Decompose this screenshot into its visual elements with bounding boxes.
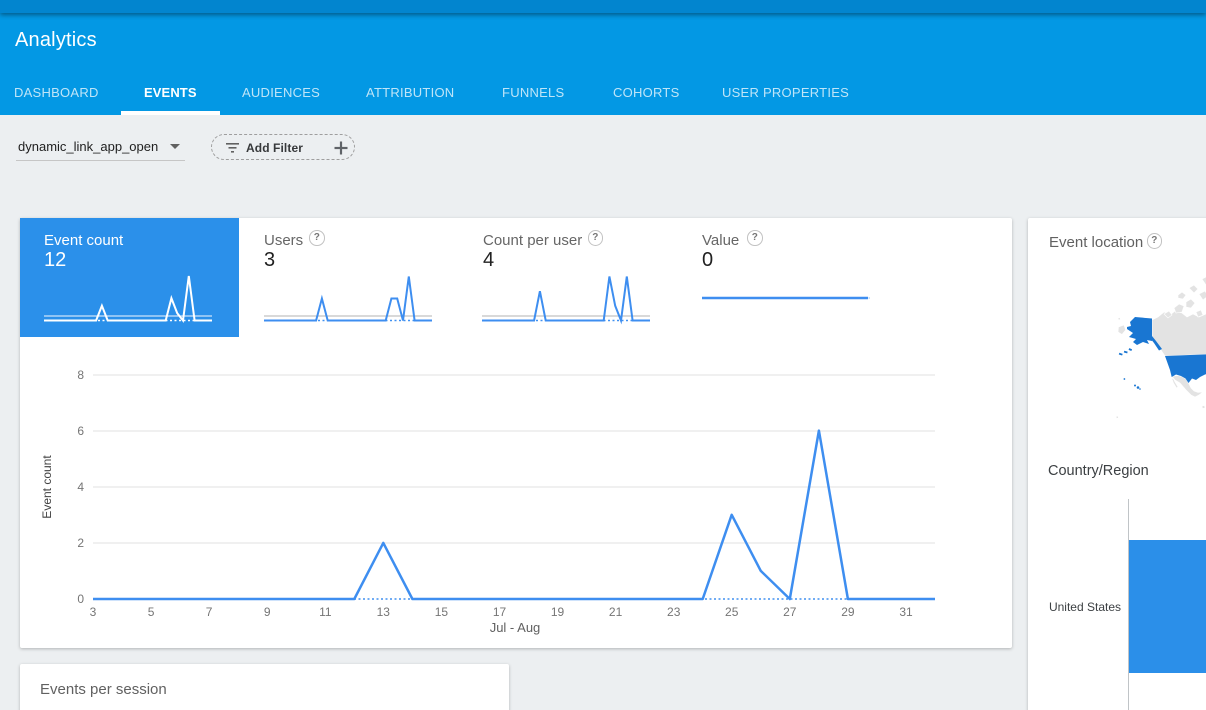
svg-text:8: 8 <box>77 368 84 382</box>
svg-text:7: 7 <box>206 605 213 619</box>
svg-text:27: 27 <box>783 605 797 619</box>
svg-text:13: 13 <box>377 605 391 619</box>
svg-text:Jul - Aug: Jul - Aug <box>490 620 541 635</box>
svg-text:21: 21 <box>609 605 623 619</box>
svg-text:15: 15 <box>435 605 449 619</box>
svg-text:5: 5 <box>148 605 155 619</box>
svg-text:23: 23 <box>667 605 681 619</box>
svg-text:0: 0 <box>77 592 84 606</box>
svg-text:11: 11 <box>319 605 332 619</box>
svg-text:4: 4 <box>77 480 84 494</box>
svg-text:19: 19 <box>551 605 565 619</box>
svg-text:2: 2 <box>77 536 84 550</box>
svg-text:29: 29 <box>841 605 855 619</box>
svg-text:31: 31 <box>899 605 913 619</box>
svg-text:Event count: Event count <box>40 455 54 519</box>
svg-text:6: 6 <box>77 424 84 438</box>
svg-text:3: 3 <box>90 605 97 619</box>
svg-text:17: 17 <box>493 605 507 619</box>
svg-text:9: 9 <box>264 605 271 619</box>
svg-text:25: 25 <box>725 605 739 619</box>
